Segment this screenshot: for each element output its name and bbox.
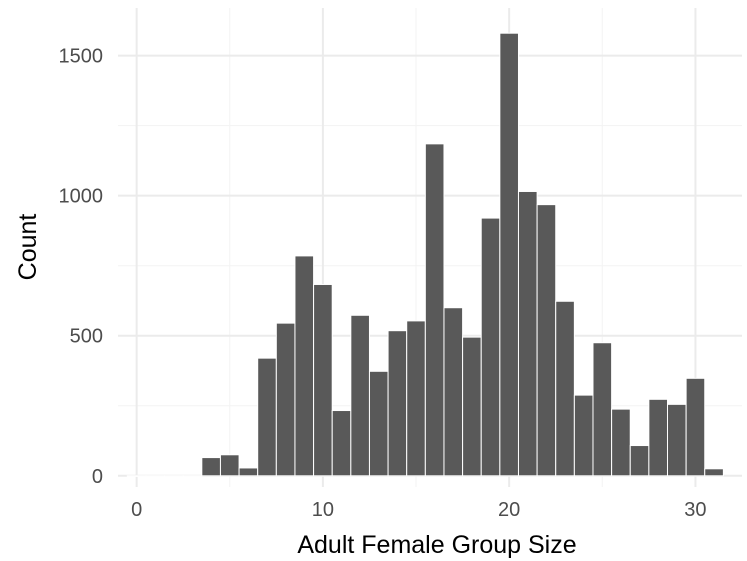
- histogram-bar: [387, 330, 408, 477]
- y-tick-label: 1500: [59, 46, 104, 68]
- histogram-bar: [126, 475, 147, 477]
- x-tick-label: 0: [131, 499, 142, 521]
- histogram-bar: [145, 475, 166, 477]
- histogram-bar: [704, 468, 724, 477]
- histogram-bar: [573, 394, 594, 477]
- histogram-bar: [480, 217, 501, 477]
- y-tick-label: 1000: [59, 186, 104, 208]
- y-tick-label: 500: [70, 326, 103, 348]
- histogram-bar: [350, 314, 370, 477]
- histogram-bar: [257, 357, 277, 477]
- histogram-bar: [443, 307, 464, 477]
- histogram-bar: [666, 403, 687, 477]
- x-tick-label: 30: [684, 499, 706, 521]
- histogram-bar: [499, 32, 519, 477]
- histogram-bar: [331, 410, 352, 477]
- x-tick-labels: 0 10 20 30: [131, 499, 706, 521]
- histogram-bar: [275, 322, 296, 477]
- x-tick-label: 10: [312, 499, 334, 521]
- histogram-bar: [164, 475, 184, 477]
- histogram-bar: [313, 283, 333, 477]
- histogram-bar: [685, 377, 706, 477]
- histogram-bar: [182, 475, 203, 477]
- histogram-bar: [294, 255, 315, 477]
- y-tick-label: 0: [92, 466, 103, 488]
- histogram-bar: [592, 342, 613, 477]
- histogram-bar: [201, 457, 221, 477]
- histogram-bar: [536, 204, 557, 477]
- histogram-bar: [462, 336, 482, 477]
- x-tick-label: 20: [498, 499, 520, 521]
- histogram-bar: [629, 445, 650, 477]
- bars: [126, 32, 724, 477]
- histogram-bar: [611, 408, 631, 477]
- x-axis-title: Adult Female Group Size: [297, 531, 576, 559]
- y-tick-labels: 0 500 1000 1500: [59, 46, 104, 488]
- histogram-bar: [238, 467, 259, 477]
- histogram-bar: [648, 398, 668, 477]
- y-axis-title: Count: [14, 214, 42, 281]
- histogram-bar: [555, 300, 575, 477]
- histogram-bar: [424, 143, 445, 477]
- histogram-bar: [219, 454, 240, 477]
- histogram-bar: [406, 320, 426, 477]
- histogram-bar: [368, 370, 389, 477]
- histogram-bar: [517, 190, 538, 477]
